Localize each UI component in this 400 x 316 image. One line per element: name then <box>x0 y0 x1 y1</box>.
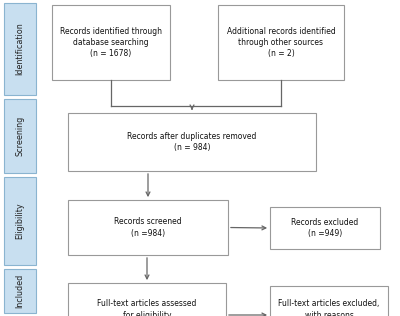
Bar <box>218 5 344 80</box>
Text: Additional records identified
through other sources
(n = 2): Additional records identified through ot… <box>227 27 335 58</box>
Text: Eligibility: Eligibility <box>16 203 24 239</box>
Bar <box>270 207 380 249</box>
Bar <box>270 286 388 316</box>
Text: Identification: Identification <box>16 23 24 76</box>
Text: Included: Included <box>16 274 24 308</box>
Bar <box>4 99 36 173</box>
Bar <box>68 200 228 255</box>
Bar <box>68 113 316 171</box>
Text: Records excluded
(n =949): Records excluded (n =949) <box>291 218 359 238</box>
Bar <box>4 269 36 313</box>
Bar <box>4 177 36 265</box>
Text: Records after duplicates removed
(n = 984): Records after duplicates removed (n = 98… <box>127 132 257 152</box>
Text: Full-text articles assessed
for eligibility
(n =35): Full-text articles assessed for eligibil… <box>97 299 197 316</box>
Bar <box>4 3 36 95</box>
Bar <box>52 5 170 80</box>
Text: Records identified through
database searching
(n = 1678): Records identified through database sear… <box>60 27 162 58</box>
Bar <box>68 283 226 316</box>
Text: Records screened
(n =984): Records screened (n =984) <box>114 217 182 238</box>
Text: Screening: Screening <box>16 116 24 156</box>
Text: Full-text articles excluded,
with reasons
(n =29): Full-text articles excluded, with reason… <box>278 299 380 316</box>
